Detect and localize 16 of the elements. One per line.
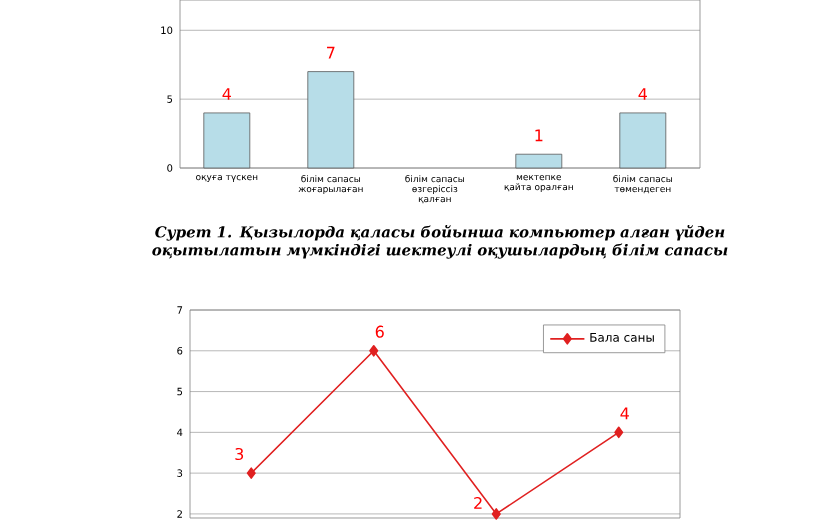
data-label: 6 xyxy=(375,325,384,338)
bar xyxy=(203,112,251,169)
point xyxy=(614,426,624,439)
point xyxy=(246,467,256,479)
data-label: 4 xyxy=(620,407,629,420)
point xyxy=(369,344,379,357)
bar xyxy=(619,112,667,169)
data-label: 1 xyxy=(535,129,543,142)
data-label: 2 xyxy=(474,496,482,509)
data-label: 4 xyxy=(638,88,647,100)
bar xyxy=(307,71,355,169)
data-label: 7 xyxy=(327,46,335,59)
bar xyxy=(515,153,563,169)
data-label: 4 xyxy=(222,88,231,100)
data-label: 3 xyxy=(235,447,244,461)
point xyxy=(491,508,501,520)
